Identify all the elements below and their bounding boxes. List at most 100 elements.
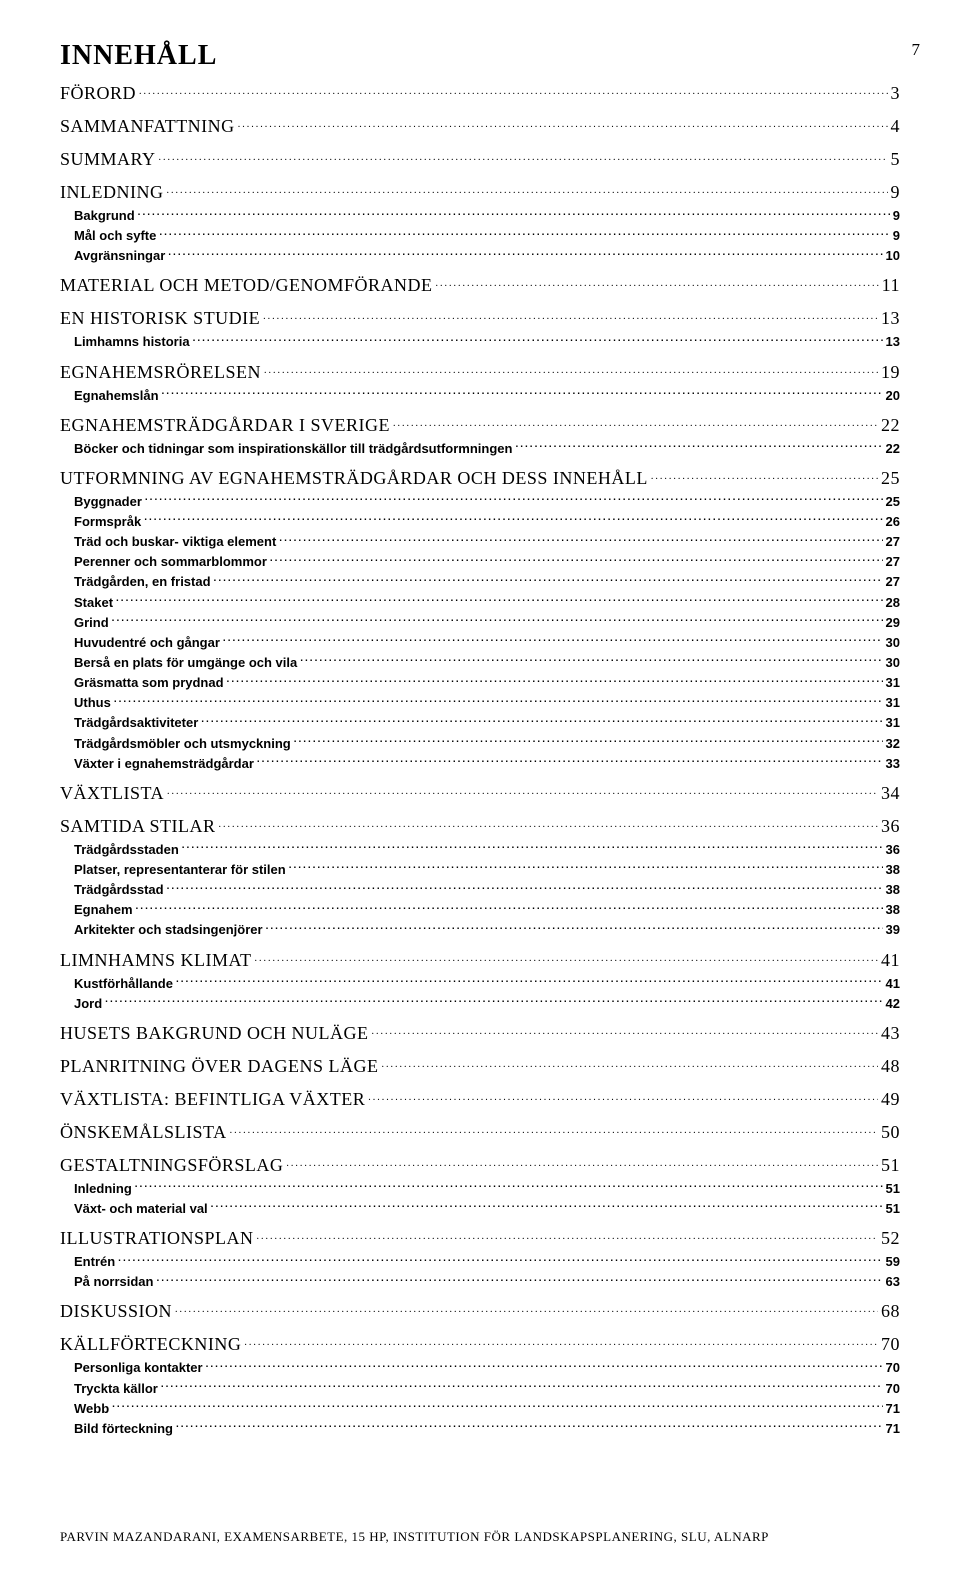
toc-entry: Trädgården, en fristad27 — [74, 572, 900, 592]
toc-leader-dots — [255, 948, 879, 966]
toc-label: Trädgårdsaktiviteter — [74, 713, 198, 733]
toc-page-number: 3 — [891, 80, 901, 107]
toc-page-number: 39 — [886, 920, 900, 940]
toc-page-number: 70 — [886, 1358, 900, 1378]
toc-page-number: 36 — [886, 840, 900, 860]
toc-page-number: 49 — [881, 1086, 900, 1113]
toc-label: VÄXTLISTA: BEFINTLIGA VÄXTER — [60, 1086, 365, 1113]
toc-label: Bakgrund — [74, 206, 135, 226]
toc-leader-dots — [136, 901, 883, 914]
toc-page-number: 31 — [886, 673, 900, 693]
toc-page-number: 25 — [886, 492, 900, 512]
toc-leader-dots — [116, 594, 883, 607]
toc-entry: Staket28 — [74, 593, 900, 613]
toc-entry: SUMMARY5 — [60, 146, 900, 173]
toc-entry: Uthus31 — [74, 693, 900, 713]
toc-leader-dots — [168, 247, 882, 260]
toc-page-number: 42 — [886, 994, 900, 1014]
toc-page-number: 68 — [881, 1298, 900, 1325]
toc-page-number: 9 — [893, 206, 900, 226]
toc-label: Kustförhållande — [74, 974, 173, 994]
toc-label: Huvudentré och gångar — [74, 633, 220, 653]
toc-entry: Trädgårdsmöbler och utsmyckning32 — [74, 734, 900, 754]
toc-leader-dots — [257, 1226, 878, 1244]
toc-entry: EGNAHEMSRÖRELSEN19 — [60, 359, 900, 386]
toc-page-number: 30 — [886, 633, 900, 653]
toc-label: KÄLLFÖRTECKNING — [60, 1331, 241, 1358]
toc-entry: Limhamns historia13 — [74, 332, 900, 352]
toc-page-number: 41 — [886, 974, 900, 994]
toc-label: SAMTIDA STILAR — [60, 813, 216, 840]
toc-entry: Berså en plats för umgänge och vila30 — [74, 653, 900, 673]
toc-entry: Gräsmatta som prydnad31 — [74, 673, 900, 693]
toc-page-number: 51 — [881, 1152, 900, 1179]
toc-entry: ILLUSTRATIONSPLAN52 — [60, 1225, 900, 1252]
toc-label: MATERIAL OCH METOD/GENOMFÖRANDE — [60, 272, 433, 299]
toc-leader-dots — [206, 1359, 883, 1372]
toc-page-number: 50 — [881, 1119, 900, 1146]
toc-leader-dots — [176, 1420, 883, 1433]
toc-entry: Perenner och sommarblommor27 — [74, 552, 900, 572]
toc-leader-dots — [257, 755, 883, 768]
toc-entry: Platser, representanterar för stilen38 — [74, 860, 900, 880]
toc-entry: Träd och buskar- viktiga element27 — [74, 532, 900, 552]
toc-page-number: 33 — [886, 754, 900, 774]
toc-page-number: 28 — [886, 593, 900, 613]
toc-leader-dots — [393, 413, 878, 431]
toc-page-number: 27 — [886, 532, 900, 552]
toc-page-number: 5 — [891, 146, 901, 173]
toc-label: På norrsidan — [74, 1272, 153, 1292]
toc-page-number: 25 — [881, 465, 900, 492]
toc-entry: Trädgårdsstaden36 — [74, 840, 900, 860]
toc-page-number: 31 — [886, 713, 900, 733]
toc-entry: EN HISTORISK STUDIE13 — [60, 305, 900, 332]
toc-page-number: 41 — [881, 947, 900, 974]
toc-entry: PLANRITNING ÖVER DAGENS LÄGE48 — [60, 1053, 900, 1080]
toc-entry: DISKUSSION68 — [60, 1298, 900, 1325]
toc-label: ILLUSTRATIONSPLAN — [60, 1225, 254, 1252]
toc-label: EN HISTORISK STUDIE — [60, 305, 260, 332]
toc-leader-dots — [159, 147, 888, 165]
toc-leader-dots — [294, 735, 883, 748]
toc-leader-dots — [167, 881, 883, 894]
toc-leader-dots — [368, 1087, 878, 1105]
toc-label: Formspråk — [74, 512, 141, 532]
toc-entry: Arkitekter och stadsingenjörer39 — [74, 920, 900, 940]
toc-entry: Bild förteckning71 — [74, 1419, 900, 1439]
toc-entry: Entrén59 — [74, 1252, 900, 1272]
toc-entry: Tryckta källor70 — [74, 1379, 900, 1399]
toc-page-number: 29 — [886, 613, 900, 633]
toc-page-number: 70 — [886, 1379, 900, 1399]
toc-entry: Huvudentré och gångar 30 — [74, 633, 900, 653]
toc-entry: MATERIAL OCH METOD/GENOMFÖRANDE11 — [60, 272, 900, 299]
toc-leader-dots — [182, 841, 883, 854]
toc-label: Avgränsningar — [74, 246, 165, 266]
toc-label: GESTALTNINGSFÖRSLAG — [60, 1152, 283, 1179]
toc-entry: Jord42 — [74, 994, 900, 1014]
toc-leader-dots — [651, 466, 878, 484]
toc-leader-dots — [270, 553, 883, 566]
toc-page-number: 27 — [886, 552, 900, 572]
toc-leader-dots — [138, 207, 890, 220]
toc-leader-dots — [175, 1299, 878, 1317]
toc-label: EGNAHEMSRÖRELSEN — [60, 359, 261, 386]
toc-page-number: 22 — [881, 412, 900, 439]
toc-entry: Byggnader 25 — [74, 492, 900, 512]
toc-leader-dots — [266, 921, 883, 934]
toc-leader-dots — [145, 493, 883, 506]
toc-label: Egnahem — [74, 900, 133, 920]
toc-label: FÖRORD — [60, 80, 136, 107]
toc-label: Trädgården, en fristad — [74, 572, 211, 592]
toc-page-number: 9 — [891, 179, 901, 206]
toc-page-number: 13 — [886, 332, 900, 352]
toc-entry: Böcker och tidningar som inspirationskäl… — [74, 439, 900, 459]
toc-page-number: 20 — [886, 386, 900, 406]
toc-leader-dots — [167, 781, 878, 799]
toc-leader-dots — [156, 1273, 882, 1286]
toc-leader-dots — [159, 227, 889, 240]
toc-entry: Formspråk26 — [74, 512, 900, 532]
toc-leader-dots — [214, 573, 883, 586]
toc-label: Byggnader — [74, 492, 142, 512]
toc-entry: Kustförhållande 41 — [74, 974, 900, 994]
toc-leader-dots — [105, 995, 882, 1008]
